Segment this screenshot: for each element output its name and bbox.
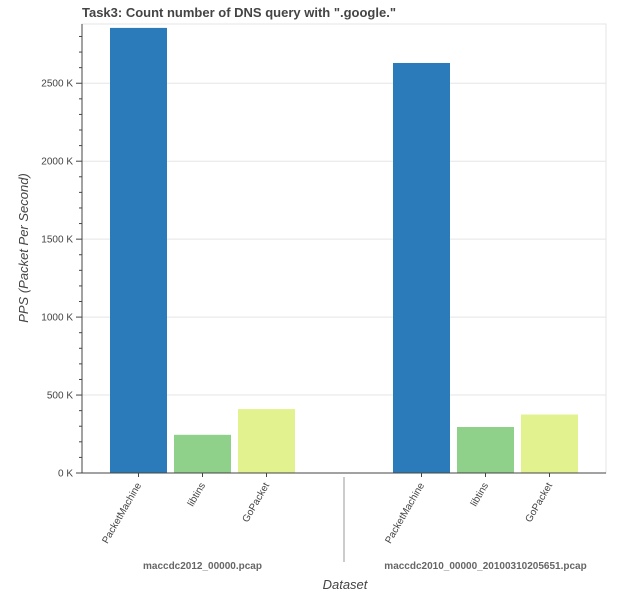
y-tick-label: 2500 K [41,79,73,90]
x-axis-label: Dataset [323,577,369,592]
bar-libtins-1 [174,434,231,473]
bar-packetmachine-2 [393,62,450,473]
x-category-label: libtins [186,481,208,509]
axes [76,24,606,562]
chart-title: Task3: Count number of DNS query with ".… [82,5,396,20]
x-category-label: PacketMachine [383,481,427,546]
y-axis-label: PPS (Packet Per Second) [16,173,31,323]
y-tick-label: 0 K [58,469,73,480]
x-group-label: maccdc2010_00000_20100310205651.pcap [384,561,586,572]
y-tick-label: 1500 K [41,235,73,246]
bars [110,27,578,473]
y-tick-label: 500 K [47,391,73,402]
x-category-label: PacketMachine [100,481,144,546]
bar-libtins-2 [457,427,514,473]
bar-packetmachine-1 [110,27,167,473]
x-group-label: maccdc2012_00000.pcap [143,561,262,572]
bar-gopacket-2 [521,414,578,473]
x-category-label: GoPacket [524,481,556,525]
x-category-label: GoPacket [241,481,273,525]
y-tick-label: 1000 K [41,313,73,324]
x-category-label: libtins [469,481,491,509]
y-tick-label: 2000 K [41,157,73,168]
bar-gopacket-1 [238,409,295,473]
